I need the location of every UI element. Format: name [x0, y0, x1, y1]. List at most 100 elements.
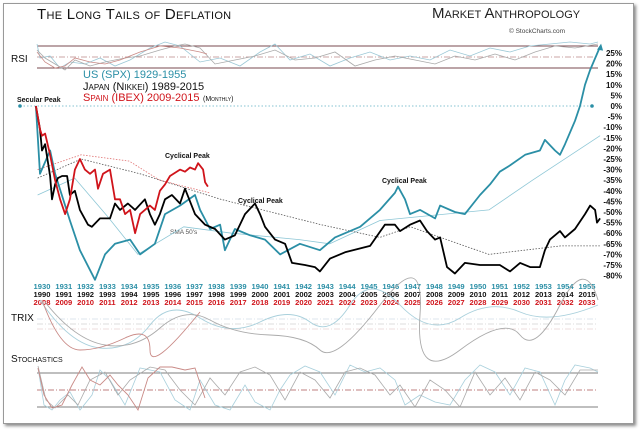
x-tick-label-japan: 2006 — [382, 290, 399, 299]
x-tick-label-spain: 2014 — [164, 298, 182, 307]
sma-label: SMA 50's — [170, 229, 198, 236]
x-tick-label-spain: 2028 — [470, 298, 487, 307]
x-tick-label-us: 1944 — [339, 282, 357, 291]
x-tick-label-us: 1950 — [470, 282, 487, 291]
x-tick-label-spain: 2026 — [426, 298, 443, 307]
arrow-head-icon — [597, 43, 604, 51]
rsi-panel — [36, 41, 599, 71]
chart-title: The Long Tails of Deflation — [37, 6, 231, 23]
y-tick-label: 5% — [610, 91, 622, 100]
brand-logo-text: Market Anthropology — [432, 5, 581, 22]
zero-line-dot-left — [18, 104, 22, 108]
x-tick-label-japan: 2011 — [492, 290, 509, 299]
x-tick-label-japan: 1996 — [164, 290, 181, 299]
x-tick-label-us: 1947 — [404, 282, 421, 291]
y-tick-label: 20% — [606, 60, 622, 69]
x-tick-label-us: 1946 — [382, 282, 399, 291]
legend-japan: Japan (Nikkei) 1989-2015 — [83, 81, 204, 93]
y-tick-label: 25% — [606, 49, 622, 58]
x-tick-label-spain: 2022 — [339, 298, 356, 307]
series-lines — [35, 43, 604, 281]
trix-label: TRIX — [11, 313, 34, 324]
y-tick-label: -15% — [603, 134, 622, 143]
x-tick-label-japan: 1997 — [186, 290, 203, 299]
x-tick-label-spain: 2009 — [55, 298, 72, 307]
x-tick-label-spain: 2024 — [382, 298, 400, 307]
x-tick-label-us: 1936 — [164, 282, 181, 291]
cyclical-peak-label-spain: Cyclical Peak — [165, 153, 210, 160]
x-tick-label-us: 1948 — [426, 282, 443, 291]
x-tick-label-spain: 2017 — [230, 298, 247, 307]
x-tick-label-spain: 2016 — [208, 298, 225, 307]
y-tick-label: -30% — [603, 166, 622, 175]
x-tick-label-us: 1938 — [208, 282, 225, 291]
x-tick-label-us: 1932 — [77, 282, 94, 291]
x-tick-label-japan: 2003 — [317, 290, 334, 299]
y-tick-label: -80% — [603, 272, 622, 281]
x-tick-label-us: 1955 — [579, 282, 597, 291]
trix-panel — [37, 277, 599, 362]
x-tick-label-spain: 2010 — [77, 298, 94, 307]
y-tick-label: -35% — [603, 176, 622, 185]
legend-note: (Monthly) — [203, 96, 233, 103]
x-tick-label-japan: 1999 — [230, 290, 247, 299]
y-tick-label: -5% — [608, 113, 622, 122]
series-line-us — [35, 46, 601, 281]
x-tick-label-japan: 2009 — [448, 290, 465, 299]
x-tick-label-japan: 1993 — [99, 290, 116, 299]
x-tick-label-us: 1940 — [252, 282, 269, 291]
x-tick-label-us: 1935 — [143, 282, 161, 291]
x-tick-label-japan: 2004 — [339, 290, 357, 299]
x-tick-label-japan: 2008 — [426, 290, 443, 299]
y-tick-label: -65% — [603, 240, 622, 249]
zero-line-dot-right — [590, 104, 594, 108]
y-tick-label: 10% — [606, 81, 622, 90]
x-tick-label-us: 1939 — [230, 282, 247, 291]
x-tick-label-spain: 2030 — [513, 298, 530, 307]
x-tick-label-us: 1931 — [55, 282, 73, 291]
x-tick-label-spain: 2029 — [491, 298, 508, 307]
y-tick-label: -50% — [603, 208, 622, 217]
series-line-japan — [35, 105, 601, 275]
x-tick-label-spain: 2018 — [252, 298, 269, 307]
x-tick-label-us: 1954 — [557, 282, 575, 291]
x-tick-label-spain: 2015 — [186, 298, 204, 307]
cyclical-peak-label-japan: Cyclical Peak — [238, 198, 283, 205]
x-tick-label-spain: 2023 — [361, 298, 378, 307]
x-tick-label-japan: 1995 — [143, 290, 161, 299]
credit-text: © StockCharts.com — [509, 27, 565, 35]
chart-frame — [3, 3, 634, 424]
x-tick-label-japan: 1990 — [34, 290, 51, 299]
x-tick-label-japan: 2010 — [470, 290, 487, 299]
x-tick-label-us: 1953 — [535, 282, 552, 291]
x-tick-label-japan: 1994 — [121, 290, 139, 299]
x-tick-label-spain: 2031 — [535, 298, 553, 307]
x-tick-label-japan: 1991 — [55, 290, 73, 299]
x-tick-label-spain: 2025 — [404, 298, 422, 307]
x-tick-label-japan: 2000 — [252, 290, 269, 299]
x-tick-label-spain: 2012 — [121, 298, 138, 307]
x-tick-label-japan: 2015 — [579, 290, 597, 299]
moving-averages — [37, 135, 601, 255]
x-tick-label-us: 1945 — [361, 282, 379, 291]
stochastics-panel — [37, 364, 599, 412]
stochastics-label: Stochastics — [11, 354, 63, 365]
y-tick-label: 15% — [606, 70, 622, 79]
y-tick-label: -20% — [603, 144, 622, 153]
y-tick-label: -70% — [603, 250, 622, 259]
y-tick-label: -75% — [603, 261, 622, 270]
y-tick-label: -45% — [603, 197, 622, 206]
x-tick-label-us: 1952 — [513, 282, 530, 291]
y-axis: 25%20%15%10%5%0%-5%-10%-15%-20%-25%-30%-… — [603, 49, 622, 281]
x-tick-label-japan: 2005 — [361, 290, 379, 299]
x-tick-label-us: 1930 — [34, 282, 51, 291]
series-line-spain — [35, 105, 209, 235]
y-tick-label: 0% — [610, 102, 622, 111]
y-tick-label: -55% — [603, 219, 622, 228]
legend-us: US (SPX) 1929-1955 — [83, 69, 186, 81]
x-tick-label-us: 1949 — [448, 282, 465, 291]
x-tick-label-us: 1934 — [121, 282, 139, 291]
x-tick-label-us: 1941 — [273, 282, 291, 291]
x-tick-label-spain: 2021 — [317, 298, 335, 307]
